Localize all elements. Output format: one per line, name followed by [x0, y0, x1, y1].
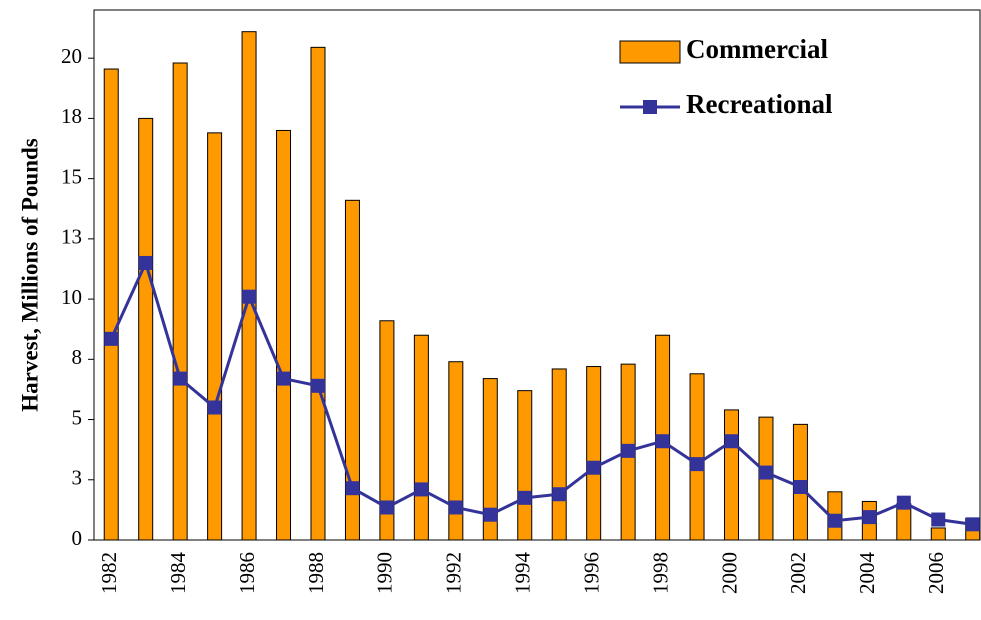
bar	[930, 527, 946, 541]
point	[207, 400, 222, 415]
point	[655, 434, 670, 449]
point	[965, 517, 980, 532]
x-tick-label: 1988	[304, 552, 328, 594]
point	[827, 513, 842, 528]
point	[173, 371, 188, 386]
point	[690, 457, 705, 472]
x-tick-label: 2000	[717, 552, 741, 594]
bar	[517, 390, 533, 541]
bar	[344, 199, 360, 541]
point	[379, 500, 394, 515]
x-tick-label: 1984	[166, 552, 190, 595]
point	[931, 512, 946, 527]
bar	[103, 68, 119, 541]
bar	[138, 117, 154, 541]
x-tick-label: 1992	[442, 552, 466, 594]
bar	[448, 361, 464, 541]
plot-frame	[93, 9, 981, 541]
bar	[172, 62, 188, 541]
point	[276, 371, 291, 386]
bar	[413, 334, 429, 541]
legend-label: Commercial	[686, 34, 828, 64]
point	[517, 490, 532, 505]
legend-label: Recreational	[686, 89, 833, 119]
y-axis-title: Harvest, Millions of Pounds	[17, 138, 42, 412]
x-tick-label: 2006	[924, 552, 948, 594]
y-tick-label: 18	[61, 104, 82, 128]
point	[242, 289, 257, 304]
bar	[207, 132, 223, 541]
point	[138, 255, 153, 270]
line	[109, 258, 973, 526]
point	[758, 465, 773, 480]
y-tick-label: 20	[61, 44, 82, 68]
x-tick-label: 1982	[97, 552, 121, 594]
bar	[689, 373, 705, 541]
y-tick-label: 5	[72, 405, 83, 429]
x-tick-label: 1996	[579, 552, 603, 594]
bar	[724, 409, 740, 541]
bar	[551, 368, 567, 541]
y-tick-label: 10	[61, 285, 82, 309]
point	[414, 482, 429, 497]
point	[621, 443, 636, 458]
bar	[482, 378, 498, 541]
y-tick-label: 15	[61, 164, 82, 188]
x-tick-label: 1998	[648, 552, 672, 594]
bar	[310, 46, 326, 541]
y-tick-label: 3	[72, 466, 83, 490]
point	[310, 378, 325, 393]
point	[552, 487, 567, 502]
point	[448, 500, 463, 515]
x-tick-label: 2004	[855, 552, 879, 595]
point	[586, 460, 601, 475]
bar	[276, 129, 292, 541]
legend-swatch	[619, 40, 681, 64]
y-tick-label: 0	[72, 526, 83, 550]
x-tick-label: 2002	[786, 552, 810, 594]
x-tick-label: 1990	[373, 552, 397, 594]
bar	[241, 31, 257, 541]
y-tick-label: 8	[72, 345, 83, 369]
point	[345, 481, 360, 496]
x-tick-label: 1994	[511, 552, 535, 595]
bar	[379, 320, 395, 541]
point	[862, 510, 877, 525]
point	[896, 495, 911, 510]
x-tick-label: 1986	[235, 552, 259, 594]
point	[104, 331, 119, 346]
point	[793, 480, 808, 494]
y-tick-label: 13	[61, 225, 82, 249]
bar	[586, 366, 602, 541]
point	[483, 507, 498, 522]
legend-swatch	[643, 100, 657, 114]
point	[724, 434, 739, 449]
